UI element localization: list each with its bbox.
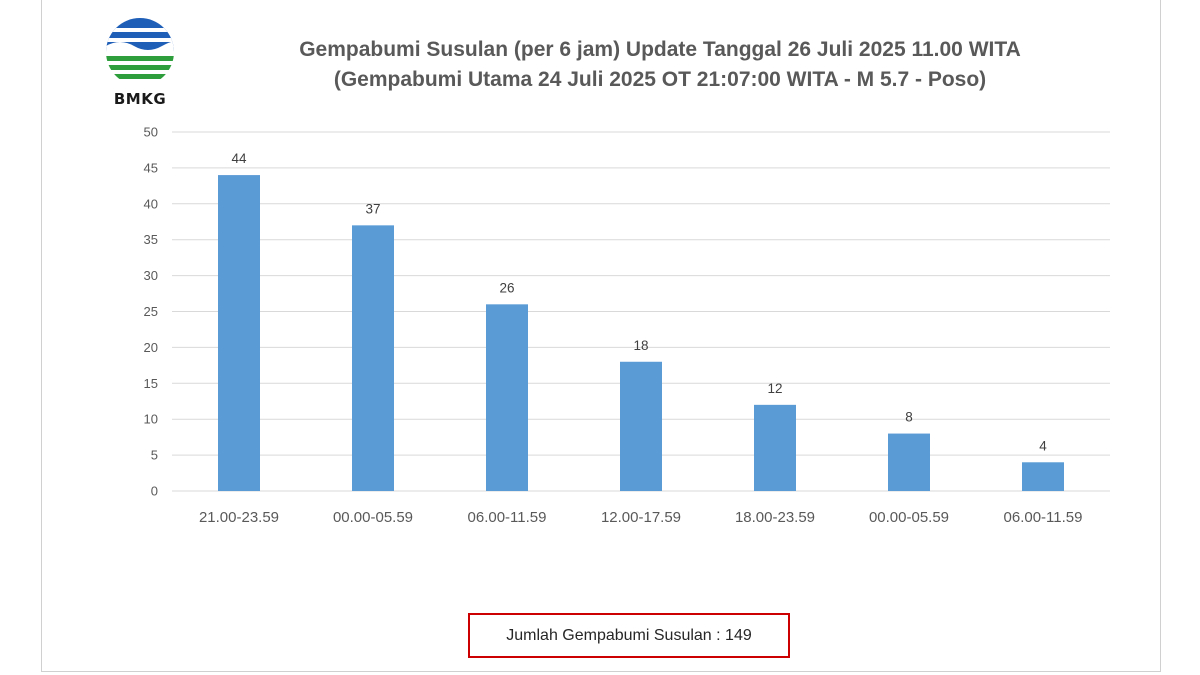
x-category-label-3: 06.00-11.59 bbox=[468, 509, 547, 526]
bars bbox=[218, 175, 1064, 491]
bmkg-emblem-icon bbox=[106, 18, 174, 86]
total-aftershocks-label: Jumlah Gempabumi Susulan : 149 bbox=[506, 626, 752, 644]
y-tick-label: 30 bbox=[144, 268, 158, 283]
x-category-label-2: 00.00-05.59 bbox=[333, 509, 413, 526]
y-tick-label: 0 bbox=[151, 484, 158, 499]
data-label-6: 8 bbox=[905, 410, 913, 425]
y-tick-label: 25 bbox=[144, 304, 158, 319]
y-tick-label: 40 bbox=[144, 196, 158, 211]
x-axis-categories: 21.00-23.59 00.00-05.59 06.00-11.59 12.00-1… bbox=[199, 509, 1083, 526]
x-category-label-5: 18.00-23.59 bbox=[735, 509, 815, 526]
bar-6 bbox=[888, 433, 930, 491]
y-tick-label: 5 bbox=[151, 448, 158, 463]
y-axis-ticks: 0 5 10 15 20 25 30 35 40 45 50 bbox=[144, 125, 158, 499]
bar-3 bbox=[486, 304, 528, 491]
bmkg-logo: BMKG bbox=[100, 16, 180, 108]
data-label-1: 44 bbox=[231, 151, 247, 166]
y-tick-label: 10 bbox=[144, 412, 158, 427]
data-label-2: 37 bbox=[365, 201, 380, 216]
x-category-label-6: 00.00-05.59 bbox=[869, 509, 949, 526]
y-tick-label: 45 bbox=[144, 160, 158, 175]
data-label-3: 26 bbox=[499, 280, 514, 295]
bar-2 bbox=[352, 225, 394, 491]
chart-title-line1: Gempabumi Susulan (per 6 jam) Update Tan… bbox=[299, 38, 1021, 61]
chart-title-line2: (Gempabumi Utama 24 Juli 2025 OT 21:07:0… bbox=[333, 68, 987, 91]
data-labels: 44 37 26 18 12 8 4 bbox=[231, 151, 1047, 453]
x-category-label-7: 06.00-11.59 bbox=[1004, 509, 1083, 526]
y-tick-label: 35 bbox=[144, 232, 158, 247]
y-tick-label: 15 bbox=[144, 376, 158, 391]
data-label-5: 12 bbox=[767, 381, 782, 396]
bar-5 bbox=[754, 404, 796, 491]
logo-text: BMKG bbox=[113, 90, 167, 108]
chart-title: Gempabumi Susulan (per 6 jam) Update Tan… bbox=[200, 35, 1120, 95]
bar-4 bbox=[620, 361, 662, 491]
data-label-4: 18 bbox=[633, 338, 648, 353]
data-label-7: 4 bbox=[1039, 438, 1047, 453]
y-tick-label: 20 bbox=[144, 340, 158, 355]
bar-7 bbox=[1022, 462, 1064, 491]
total-aftershocks-box: Jumlah Gempabumi Susulan : 149 bbox=[468, 613, 790, 658]
y-tick-label: 50 bbox=[144, 125, 158, 140]
x-category-label-1: 21.00-23.59 bbox=[199, 509, 279, 526]
bar-1 bbox=[218, 175, 260, 491]
x-category-label-4: 12.00-17.59 bbox=[601, 509, 681, 526]
